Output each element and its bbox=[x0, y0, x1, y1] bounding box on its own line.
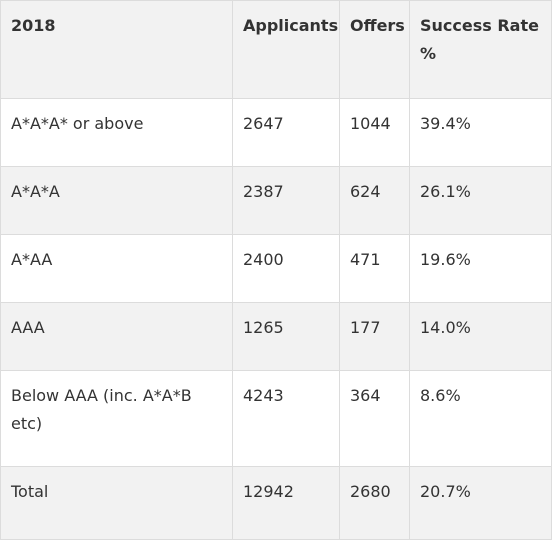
header-year: 2018 bbox=[0, 0, 233, 99]
offers-cell: 2680 bbox=[339, 466, 410, 540]
grade-cell: A*A*A* or above bbox=[0, 98, 233, 167]
grade-cell: A*AA bbox=[0, 234, 233, 303]
grade-cell: A*A*A bbox=[0, 166, 233, 235]
success-rate-cell: 26.1% bbox=[409, 166, 552, 235]
offers-cell: 1044 bbox=[339, 98, 410, 167]
total-row: Total 12942 2680 20.7% bbox=[0, 466, 552, 540]
table-row: Below AAA (inc. A*A*B etc) 4243 364 8.6% bbox=[0, 370, 552, 467]
offers-cell: 177 bbox=[339, 302, 410, 371]
offers-cell: 624 bbox=[339, 166, 410, 235]
applicants-cell: 12942 bbox=[232, 466, 340, 540]
header-row: 2018 Applicants Offers Success Rate % bbox=[0, 0, 552, 99]
success-rate-cell: 19.6% bbox=[409, 234, 552, 303]
table-row: A*AA 2400 471 19.6% bbox=[0, 234, 552, 303]
success-rate-cell: 8.6% bbox=[409, 370, 552, 467]
header-success-rate: Success Rate % bbox=[409, 0, 552, 99]
grade-cell: AAA bbox=[0, 302, 233, 371]
success-rate-cell: 20.7% bbox=[409, 466, 552, 540]
grade-cell: Below AAA (inc. A*A*B etc) bbox=[0, 370, 233, 467]
success-rate-cell: 14.0% bbox=[409, 302, 552, 371]
table-row: A*A*A* or above 2647 1044 39.4% bbox=[0, 98, 552, 167]
applicants-cell: 2400 bbox=[232, 234, 340, 303]
table-row: A*A*A 2387 624 26.1% bbox=[0, 166, 552, 235]
header-offers: Offers bbox=[339, 0, 410, 99]
grade-cell: Total bbox=[0, 466, 233, 540]
offers-cell: 471 bbox=[339, 234, 410, 303]
applicants-cell: 2387 bbox=[232, 166, 340, 235]
table-row: AAA 1265 177 14.0% bbox=[0, 302, 552, 371]
applicants-cell: 4243 bbox=[232, 370, 340, 467]
header-applicants: Applicants bbox=[232, 0, 340, 99]
applicants-cell: 1265 bbox=[232, 302, 340, 371]
applicants-cell: 2647 bbox=[232, 98, 340, 167]
success-rate-cell: 39.4% bbox=[409, 98, 552, 167]
offers-cell: 364 bbox=[339, 370, 410, 467]
